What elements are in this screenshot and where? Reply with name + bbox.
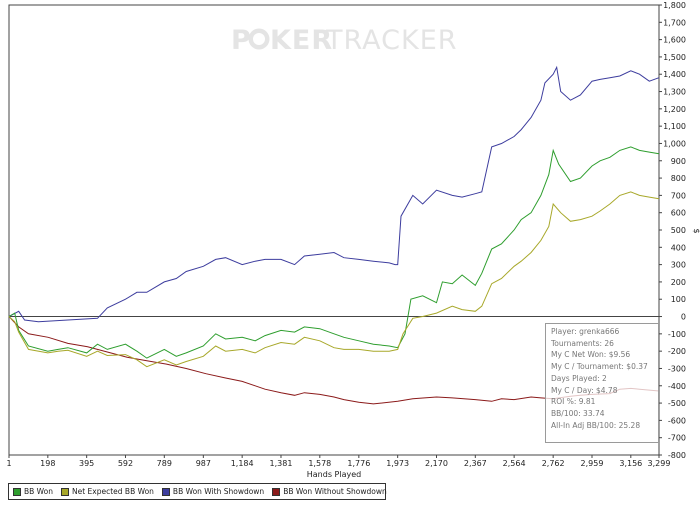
watermark-part3: TRACKER — [325, 25, 458, 56]
y-tick-label: -200 — [668, 347, 686, 356]
y-tick-label: 1,500 — [663, 53, 686, 62]
legend-label-bb-won: BB Won — [24, 487, 53, 496]
series-group — [8, 65, 660, 405]
legend-label-net-expected: Net Expected BB Won — [72, 487, 154, 496]
x-axis-title: Hands Played — [307, 470, 361, 479]
stat-net-won: My C Net Won: $9.56 — [551, 350, 631, 360]
x-tick-label: 2,170 — [425, 459, 448, 468]
y-tick-label: 700 — [671, 191, 686, 200]
y-tick-label: 900 — [671, 157, 686, 166]
y-tick-label: 300 — [671, 261, 686, 270]
stat-roi: ROI %: 9.81 — [551, 397, 596, 407]
y-tick-label: 500 — [671, 226, 686, 235]
y-tick-label: 1,100 — [663, 122, 686, 131]
x-tick-label: 2,367 — [464, 459, 487, 468]
x-tick-label: 198 — [40, 459, 55, 468]
y-tick-label: 200 — [671, 278, 686, 287]
watermark: P KER TRACKER — [231, 25, 458, 56]
x-tick-label: 1,973 — [386, 459, 409, 468]
legend-swatch-bb-won — [13, 487, 21, 496]
legend: BB Won Net Expected BB Won BB Won With S… — [8, 483, 387, 500]
x-tick-label: 1,184 — [231, 459, 254, 468]
x-tick-label: 2,959 — [581, 459, 604, 468]
watermark-part2: KER — [270, 25, 333, 56]
stat-per-day: My C / Day: $4.78 — [551, 385, 618, 395]
legend-swatch-with-showdown — [161, 487, 170, 496]
y-tick-label: 1,300 — [663, 88, 686, 97]
y-tick-label: 100 — [671, 295, 686, 304]
x-tick-label: 1 — [6, 459, 11, 468]
x-tick-label: 395 — [79, 459, 94, 468]
x-tick-label: 3,299 — [648, 459, 671, 468]
series-line-net-expected-bb-won — [8, 191, 660, 368]
x-tick-label: 2,762 — [542, 459, 565, 468]
y-tick-label: 600 — [671, 209, 686, 218]
y-tick-label: 0 — [681, 313, 686, 322]
legend-swatch-net-expected — [61, 487, 69, 496]
x-tick-label: 1,578 — [308, 459, 331, 468]
y-tick-label: 800 — [671, 174, 686, 183]
y-tick-label: 1,200 — [663, 105, 686, 114]
series-line-bb-won — [8, 146, 660, 359]
y-tick-label: 1,700 — [663, 18, 686, 27]
y-tick-label: -600 — [668, 416, 686, 425]
x-tick-label: 3,156 — [619, 459, 642, 468]
y-tick-label: 1,400 — [663, 70, 686, 79]
x-tick-label: 1,776 — [347, 459, 370, 468]
y-tick-label: 1,600 — [663, 36, 686, 45]
y-tick-label: -500 — [668, 399, 686, 408]
stat-allin-bb100: All-In Adj BB/100: 25.28 — [551, 420, 641, 430]
x-tick-label: 1,381 — [270, 459, 293, 468]
x-axis-ticks: 1 198 395 592 789 987 1,184 1,381 1,578 1,776 1,97… — [6, 455, 670, 468]
stat-days-played: Days Played: 2 — [551, 373, 607, 383]
stat-per-tournament: My C / Tournament: $0.37 — [551, 362, 648, 372]
legend-item-without-showdown[interactable]: BB Won Without Showdown — [272, 487, 387, 496]
y-tick-label: 1,000 — [663, 139, 686, 148]
y-tick-label: -400 — [668, 382, 686, 391]
x-tick-label: 789 — [157, 459, 172, 468]
y-tick-label: -100 — [668, 330, 686, 339]
y-tick-label: 1,800 — [663, 1, 686, 10]
y-tick-label: -300 — [668, 364, 686, 373]
legend-item-net-expected[interactable]: Net Expected BB Won — [61, 487, 154, 496]
y-tick-label: -700 — [668, 434, 686, 443]
y-axis-ticks: -800 -700 -600 -500 -400 -300 -200 -100 0 100 200 3… — [659, 1, 686, 460]
x-tick-label: 592 — [118, 459, 133, 468]
stat-player: Player: grenka666 — [551, 327, 620, 336]
series-line-bb-won-with-showdown — [8, 65, 660, 323]
legend-item-with-showdown[interactable]: BB Won With Showdown — [161, 487, 265, 496]
watermark-part1: P — [231, 25, 252, 56]
y-tick-label: -800 — [668, 451, 686, 460]
stats-panel: Player: grenka666 Tournaments: 26 My C N… — [545, 323, 659, 443]
x-tick-label: 987 — [196, 459, 211, 468]
legend-swatch-without-showdown — [272, 487, 281, 496]
legend-label-with-showdown: BB Won With Showdown — [172, 487, 265, 496]
stat-bb100: BB/100: 33.74 — [551, 408, 605, 418]
legend-label-without-showdown: BB Won Without Showdown — [283, 487, 387, 496]
stat-tournaments: Tournaments: 26 — [551, 338, 614, 348]
poker-chip-center-icon — [253, 33, 265, 45]
x-tick-label: 2,564 — [503, 459, 526, 468]
y-axis-title: $ — [692, 228, 700, 233]
legend-item-bb-won[interactable]: BB Won — [13, 487, 53, 496]
y-tick-label: 400 — [671, 243, 686, 252]
